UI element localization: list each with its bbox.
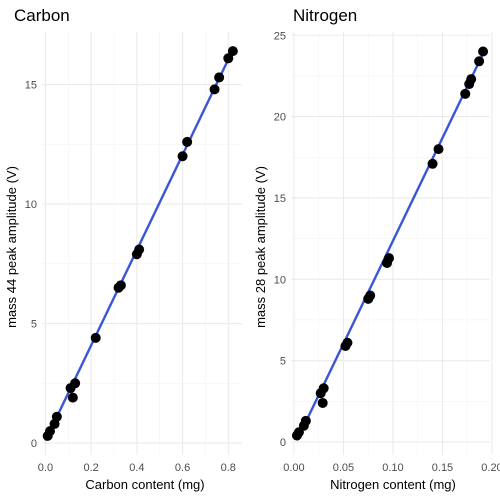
carbon-data-point bbox=[115, 280, 126, 291]
nitrogen-data-point bbox=[317, 397, 328, 408]
carbon-x-tick-label: 0.2 bbox=[83, 462, 98, 474]
carbon-y-tick-label: 5 bbox=[31, 319, 37, 331]
nitrogen-y-tick-label: 5 bbox=[280, 356, 286, 368]
carbon-data-point bbox=[134, 244, 145, 255]
nitrogen-y-tick-label: 25 bbox=[274, 30, 286, 42]
carbon-gridlines bbox=[42, 32, 242, 455]
nitrogen-data-point bbox=[318, 383, 329, 394]
nitrogen-y-axis-label: mass 28 peak amplitude (V) bbox=[253, 166, 268, 328]
nitrogen-x-tick-label: 0.20 bbox=[481, 462, 500, 474]
carbon-data-point bbox=[90, 332, 101, 343]
carbon-panel: Carbon Carbon content (mg) mass 44 peak … bbox=[4, 6, 242, 492]
carbon-y-axis-label: mass 44 peak amplitude (V) bbox=[4, 166, 19, 328]
nitrogen-data-point bbox=[384, 253, 395, 264]
nitrogen-data-point bbox=[466, 74, 477, 85]
nitrogen-y-tick-label: 20 bbox=[274, 112, 286, 124]
nitrogen-data-point bbox=[478, 46, 489, 57]
carbon-data-point bbox=[227, 46, 238, 57]
nitrogen-data-point bbox=[300, 415, 311, 426]
nitrogen-x-tick-label: 0.00 bbox=[283, 462, 304, 474]
nitrogen-gridlines bbox=[291, 32, 493, 455]
nitrogen-y-tick-label: 10 bbox=[274, 274, 286, 286]
carbon-tick-labels: 0.0 0.2 0.4 0.6 0.8 0 5 10 15 bbox=[25, 80, 236, 474]
nitrogen-panel-title: Nitrogen bbox=[293, 6, 357, 25]
carbon-x-tick-label: 0.8 bbox=[221, 462, 236, 474]
carbon-x-axis-label: Carbon content (mg) bbox=[85, 477, 204, 492]
nitrogen-fit-line bbox=[295, 51, 486, 441]
carbon-data-point bbox=[70, 378, 81, 389]
carbon-data-point bbox=[214, 72, 225, 83]
nitrogen-x-tick-label: 0.05 bbox=[333, 462, 354, 474]
nitrogen-data-point bbox=[460, 88, 471, 99]
nitrogen-data-point bbox=[433, 144, 444, 155]
carbon-y-tick-label: 10 bbox=[25, 199, 37, 211]
carbon-data-point bbox=[182, 136, 193, 147]
nitrogen-points bbox=[291, 46, 489, 441]
carbon-x-tick-label: 0.0 bbox=[38, 462, 53, 474]
carbon-data-point bbox=[209, 84, 220, 95]
nitrogen-panel: Nitrogen Nitrogen content (mg) mass 28 p… bbox=[253, 6, 500, 492]
nitrogen-data-point bbox=[342, 337, 353, 348]
nitrogen-x-tick-label: 0.15 bbox=[432, 462, 453, 474]
carbon-data-point bbox=[51, 411, 62, 422]
carbon-x-tick-label: 0.4 bbox=[129, 462, 144, 474]
nitrogen-regression-line bbox=[295, 51, 486, 441]
carbon-x-tick-label: 0.6 bbox=[175, 462, 190, 474]
nitrogen-x-tick-label: 0.10 bbox=[382, 462, 403, 474]
carbon-panel-title: Carbon bbox=[14, 6, 70, 25]
carbon-points bbox=[42, 46, 238, 441]
nitrogen-y-tick-label: 15 bbox=[274, 193, 286, 205]
carbon-data-point bbox=[67, 392, 78, 403]
carbon-y-tick-label: 15 bbox=[25, 80, 37, 92]
carbon-y-tick-label: 0 bbox=[31, 438, 37, 450]
nitrogen-data-point bbox=[427, 158, 438, 169]
carbon-data-point bbox=[45, 426, 55, 437]
nitrogen-tick-labels: 0.00 0.05 0.10 0.15 0.20 0 5 10 15 20 25 bbox=[274, 30, 500, 474]
nitrogen-data-point bbox=[474, 56, 485, 67]
nitrogen-y-tick-label: 0 bbox=[280, 437, 286, 449]
carbon-data-point bbox=[177, 151, 188, 162]
carbon-data-point bbox=[223, 53, 234, 64]
nitrogen-data-point bbox=[365, 290, 376, 301]
nitrogen-x-axis-label: Nitrogen content (mg) bbox=[330, 477, 456, 492]
